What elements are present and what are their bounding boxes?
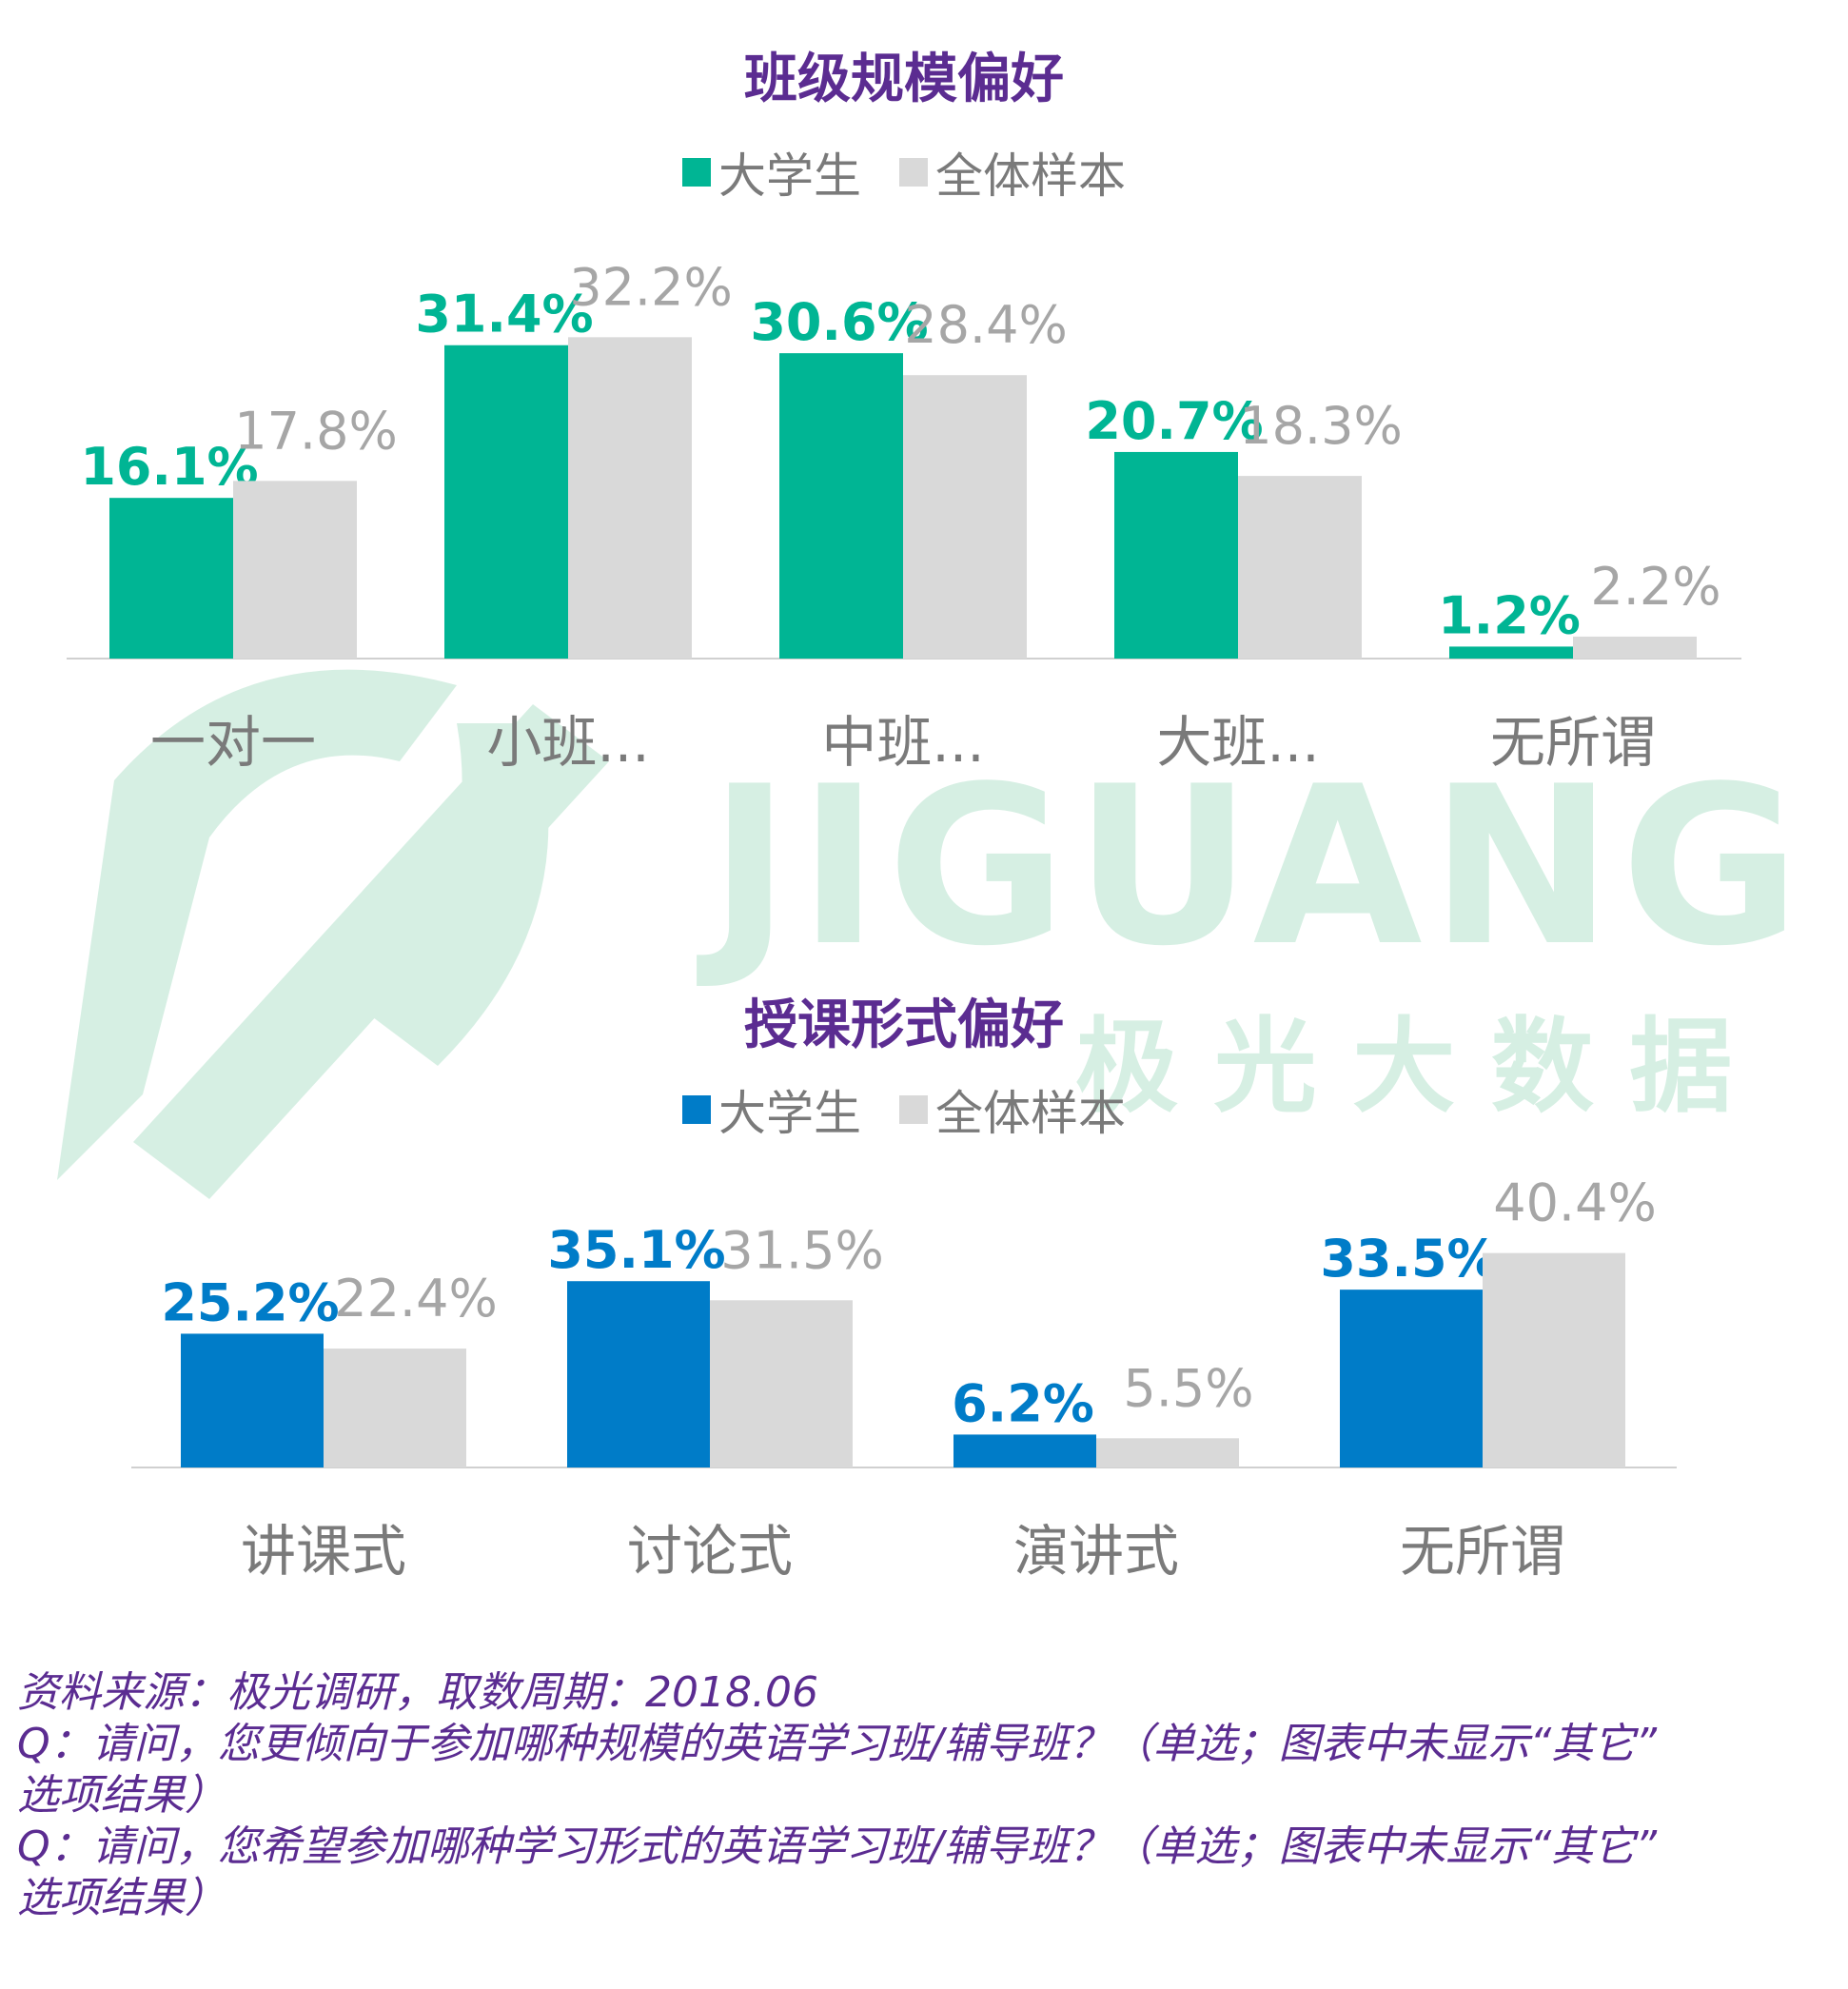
category-label: 一对一: [150, 710, 316, 775]
bar-all: [903, 375, 1027, 659]
footnote-q2: Q：请问，您希望参加哪种学习形式的英语学习班/辅导班？（单选；图表中未显示“其它…: [17, 1822, 1658, 1871]
legend-swatch-all: [899, 1095, 928, 1124]
legend-item-students: 大学生: [682, 1075, 861, 1144]
data-label-students: 30.6%: [750, 292, 928, 352]
legend-item-all: 全体样本: [899, 138, 1126, 207]
watermark-logo-arc-2: [362, 723, 549, 1066]
chart2-legend: 大学生 全体样本: [0, 1075, 1808, 1144]
category-label: 演讲式: [1013, 1519, 1179, 1584]
footnote-q1-cont: 选项结果）: [17, 1771, 226, 1820]
bar-students: [1340, 1290, 1483, 1467]
category-label: 中班...: [821, 710, 984, 775]
bar-all: [233, 481, 357, 659]
legend-label-students: 大学生: [718, 148, 861, 204]
data-label-students: 35.1%: [547, 1220, 725, 1280]
category-label: 无所谓: [1400, 1519, 1565, 1584]
legend-label-students: 大学生: [718, 1086, 861, 1141]
data-label-students: 31.4%: [415, 285, 593, 345]
bar-all: [1096, 1438, 1239, 1467]
chart1-plot: 16.1%17.8% 一对一 31.4%32.2% 小班... 30.6%28.4% 中班…: [67, 257, 1741, 775]
footnote-source: 资料来源：极光调研，取数周期：2018.06: [17, 1668, 818, 1717]
category-label: 无所谓: [1490, 710, 1656, 775]
legend-item-all: 全体样本: [899, 1075, 1126, 1144]
watermark-subtext: 极 光 大 数 据: [1075, 1008, 1732, 1127]
footnote-q1: Q：请问，您更倾向于参加哪种规模的英语学习班/辅导班？（单选；图表中未显示“其它…: [17, 1720, 1658, 1768]
data-label-all: 17.8%: [234, 401, 398, 461]
bar-students: [953, 1434, 1096, 1467]
footnote-q2-cont: 选项结果）: [17, 1874, 226, 1922]
bar-students: [1449, 646, 1573, 659]
data-label-all: 18.3%: [1239, 396, 1403, 456]
bar-all: [1483, 1252, 1625, 1467]
bar-all: [1573, 636, 1697, 659]
data-label-students: 33.5%: [1320, 1229, 1498, 1289]
data-label-all: 28.4%: [904, 295, 1068, 355]
data-label-students: 6.2%: [952, 1373, 1094, 1433]
category-label: 讨论式: [627, 1519, 793, 1584]
legend-swatch-all: [899, 158, 928, 187]
data-label-all: 22.4%: [334, 1269, 498, 1329]
legend-swatch-students: [682, 1095, 711, 1124]
bar-students: [444, 345, 568, 659]
legend-swatch-students: [682, 158, 711, 187]
bar-all: [324, 1349, 466, 1467]
bar-all: [1238, 476, 1362, 659]
data-label-all: 40.4%: [1493, 1173, 1657, 1233]
data-label-all: 5.5%: [1123, 1358, 1253, 1418]
legend-label-all: 全体样本: [935, 1086, 1126, 1141]
data-label-all: 32.2%: [569, 257, 733, 317]
chart1-title: 班级规模偏好: [744, 49, 1064, 110]
legend-item-students: 大学生: [682, 138, 861, 207]
watermark-logo-arc: [57, 669, 457, 1180]
chart2-title: 授课形式偏好: [744, 994, 1064, 1056]
chart1-legend: 大学生 全体样本: [0, 138, 1808, 207]
bar-students: [779, 353, 903, 659]
bar-all: [568, 337, 692, 659]
category-label: 讲课式: [241, 1519, 406, 1584]
bar-students: [1114, 451, 1238, 659]
chart2-plot: 25.2%22.4% 讲课式 35.1%31.5% 讨论式 6.2% 5.5% 演讲式 33.…: [131, 1173, 1677, 1584]
footnote: 资料来源：极光调研，取数周期：2018.06 Q：请问，您更倾向于参加哪种规模的…: [17, 1667, 1825, 1924]
data-label-students: 20.7%: [1085, 391, 1263, 451]
legend-label-all: 全体样本: [935, 148, 1126, 204]
category-label: 小班...: [486, 710, 649, 775]
bar-all: [710, 1300, 853, 1467]
data-label-students: 16.1%: [80, 437, 258, 497]
bar-students: [567, 1281, 710, 1467]
jiguang-watermark: JIGUANG 极 光 大 数 据: [57, 669, 1808, 1199]
data-label-students: 25.2%: [161, 1272, 339, 1332]
bar-students: [109, 498, 233, 659]
data-label-all: 31.5%: [720, 1220, 884, 1280]
watermark-text: JIGUANG: [697, 740, 1808, 994]
category-label: 大班...: [1156, 710, 1319, 775]
bar-students: [181, 1333, 324, 1467]
data-label-all: 2.2%: [1590, 557, 1720, 617]
data-label-students: 1.2%: [1438, 585, 1581, 645]
